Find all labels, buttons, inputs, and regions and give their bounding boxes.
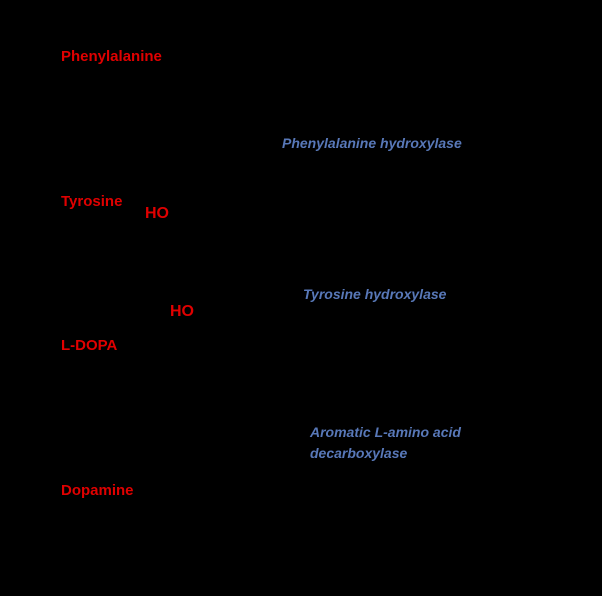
enzyme-label-aadc-line1: Aromatic L-amino acid <box>310 424 461 440</box>
compound-label-ldopa: L-DOPA <box>61 337 118 354</box>
enzyme-label-aadc-line2: decarboxylase <box>310 445 408 461</box>
enzyme-label-tyrosine-hydroxylase: Tyrosine hydroxylase <box>303 286 447 302</box>
hydroxyl-group-label-tyrosine: HO <box>145 205 169 222</box>
compound-label-dopamine: Dopamine <box>61 482 134 499</box>
compound-label-tyrosine: Tyrosine <box>61 193 123 210</box>
compound-label-phenylalanine: Phenylalanine <box>61 48 162 65</box>
enzyme-label-phenylalanine-hydroxylase: Phenylalanine hydroxylase <box>282 135 462 151</box>
hydroxyl-group-label-ldopa: HO <box>170 303 194 320</box>
